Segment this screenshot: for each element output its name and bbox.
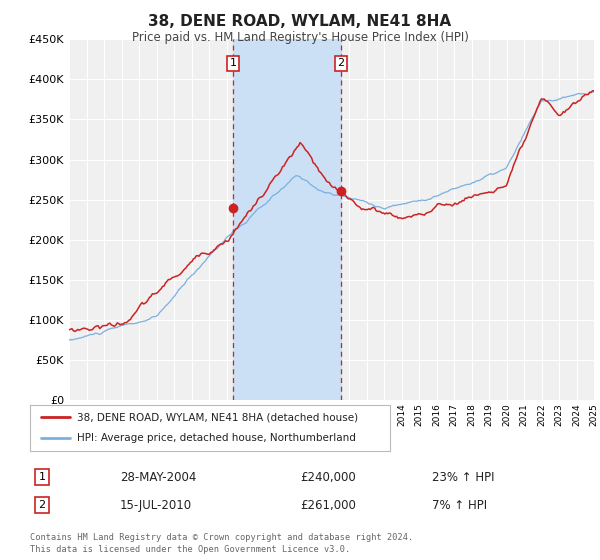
Text: 38, DENE ROAD, WYLAM, NE41 8HA (detached house): 38, DENE ROAD, WYLAM, NE41 8HA (detached… <box>77 412 358 422</box>
Text: HPI: Average price, detached house, Northumberland: HPI: Average price, detached house, Nort… <box>77 433 356 444</box>
Text: 23% ↑ HPI: 23% ↑ HPI <box>432 470 494 484</box>
Text: Contains HM Land Registry data © Crown copyright and database right 2024.: Contains HM Land Registry data © Crown c… <box>30 533 413 542</box>
Text: 28-MAY-2004: 28-MAY-2004 <box>120 470 196 484</box>
Bar <box>233 39 341 400</box>
Text: This data is licensed under the Open Government Licence v3.0.: This data is licensed under the Open Gov… <box>30 545 350 554</box>
Text: £240,000: £240,000 <box>300 470 356 484</box>
Text: 38, DENE ROAD, WYLAM, NE41 8HA: 38, DENE ROAD, WYLAM, NE41 8HA <box>148 14 452 29</box>
Text: Price paid vs. HM Land Registry's House Price Index (HPI): Price paid vs. HM Land Registry's House … <box>131 31 469 44</box>
Text: 15-JUL-2010: 15-JUL-2010 <box>120 498 192 512</box>
Text: £261,000: £261,000 <box>300 498 356 512</box>
Text: 2: 2 <box>38 500 46 510</box>
Text: 1: 1 <box>230 58 236 68</box>
Text: 7% ↑ HPI: 7% ↑ HPI <box>432 498 487 512</box>
Text: 2: 2 <box>337 58 344 68</box>
Text: 1: 1 <box>38 472 46 482</box>
